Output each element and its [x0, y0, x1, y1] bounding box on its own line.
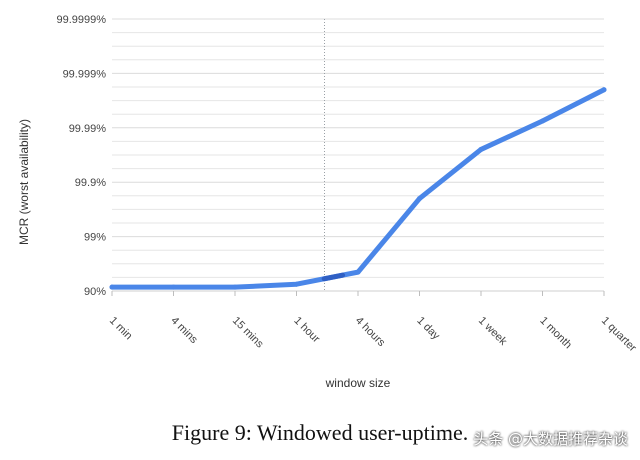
data-point — [417, 196, 422, 202]
x-tick-label: 4 mins — [168, 315, 200, 347]
data-point — [109, 284, 115, 290]
figure-caption: Figure 9: Windowed user-uptime. — [171, 420, 469, 445]
data-point — [171, 284, 176, 290]
series-line-highlight — [321, 272, 346, 282]
y-tick-label: 90% — [84, 286, 106, 298]
grid — [112, 18, 604, 292]
x-axis-label: window size — [325, 376, 391, 390]
data-point — [355, 269, 361, 275]
watermark: 头条 @大数据推荐杂谈 — [473, 430, 628, 448]
series-line — [109, 87, 607, 290]
y-tick-label: 99.9999% — [56, 14, 106, 26]
x-tick-label: 1 quarter — [599, 315, 639, 355]
series-points — [109, 87, 607, 290]
mcr-line-chart: 90% 99% 99.9% 99.99% 99.999% 99.9999% 1 min 4 … — [17, 14, 639, 390]
x-tick-label: 15 mins — [230, 315, 266, 351]
y-tick-label: 99.9% — [75, 177, 106, 189]
x-tick-label: 4 hours — [353, 315, 388, 350]
y-axis-label: MCR (worst availability) — [17, 119, 31, 245]
y-tick-label: 99.99% — [69, 123, 107, 135]
x-tick-label: 1 hour — [291, 315, 322, 346]
x-tick-label: 1 min — [107, 315, 135, 343]
data-point — [540, 118, 545, 124]
x-tick-label: 1 month — [537, 315, 574, 352]
y-tick-label: 99.999% — [63, 68, 107, 80]
data-point — [294, 281, 299, 287]
y-tick-label: 99% — [84, 232, 106, 244]
y-axis-ticks: 90% 99% 99.9% 99.99% 99.999% 99.9999% — [56, 14, 106, 298]
data-point — [601, 87, 607, 93]
data-point — [232, 284, 238, 290]
data-point — [478, 146, 484, 152]
x-axis-ticks: 1 min 4 mins 15 mins 1 hour 4 hours 1 day 1 we… — [107, 291, 639, 354]
x-tick-label: 1 week — [476, 315, 509, 348]
x-tick-label: 1 day — [414, 315, 442, 343]
